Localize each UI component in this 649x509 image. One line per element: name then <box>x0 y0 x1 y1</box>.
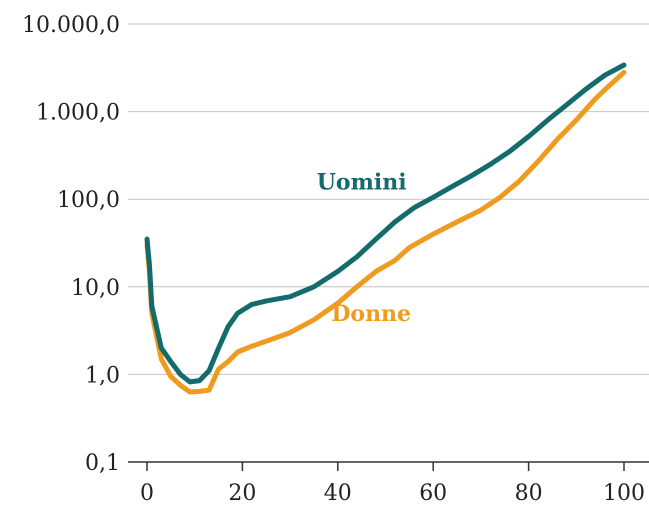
x-tick-label-40: 40 <box>324 481 352 506</box>
x-tick-label-20: 20 <box>228 481 256 506</box>
y-tick-label-10-000-0: 10.000,0 <box>22 13 120 38</box>
y-tick-label-100-0: 100,0 <box>57 188 120 213</box>
series-labels: Uomini Donne <box>317 169 411 327</box>
x-axis: 0 20 40 60 80 100 <box>128 461 649 506</box>
x-tick-label-0: 0 <box>140 481 154 506</box>
y-tick-label-1-000-0: 1.000,0 <box>36 101 120 126</box>
y-axis-tick-labels: 10.000,0 1.000,0 100,0 10,0 1,0 0,1 <box>22 13 120 476</box>
y-tick-label-0-1: 0,1 <box>85 451 120 476</box>
series-label-donne: Donne <box>331 301 411 327</box>
y-tick-label-1-0: 1,0 <box>85 363 120 388</box>
x-tick-label-60: 60 <box>419 481 447 506</box>
series-line-uomini <box>144 62 627 385</box>
x-tick-label-100: 100 <box>603 481 645 506</box>
y-tick-label-10-0: 10,0 <box>71 276 120 301</box>
x-tick-label-80: 80 <box>515 481 543 506</box>
series-lines <box>144 62 627 395</box>
series-line-donne <box>144 69 627 395</box>
series-label-uomini: Uomini <box>317 169 407 195</box>
